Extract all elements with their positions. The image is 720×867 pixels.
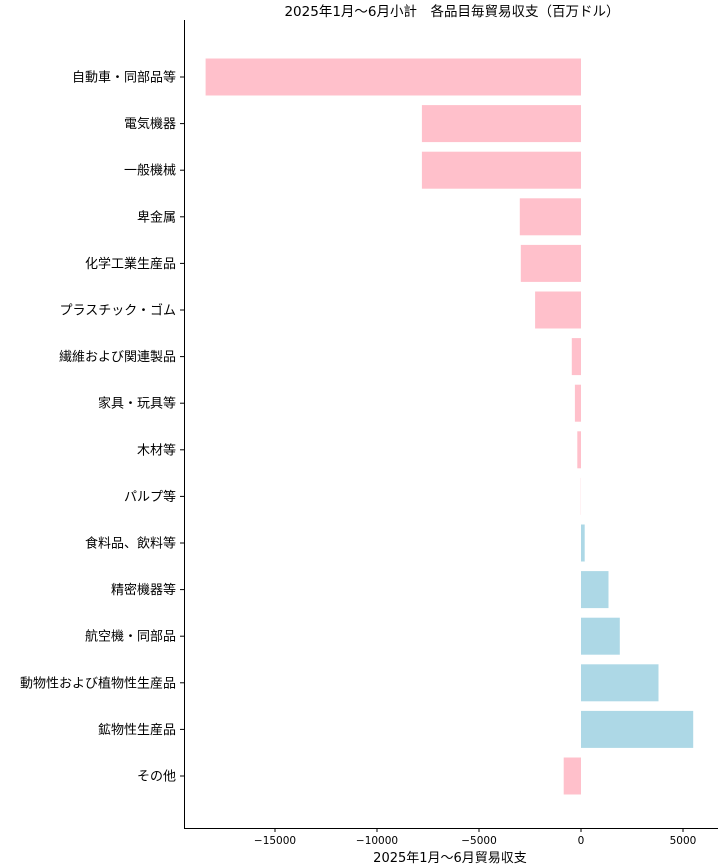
bar	[535, 291, 581, 329]
category-label: パルプ等	[124, 489, 176, 505]
category-label: 繊維および関連製品	[59, 349, 176, 365]
bar	[581, 524, 585, 562]
x-tick-label: −15000	[254, 835, 296, 847]
category-label: 航空機・同部品	[85, 629, 176, 645]
category-label: 電気機器	[124, 116, 176, 132]
chart-title: 2025年1月～6月小計 各品目毎貿易収支（百万ドル）	[284, 4, 619, 20]
category-label: 卑金属	[137, 209, 176, 225]
bar	[571, 338, 581, 376]
category-label: 一般機械	[124, 163, 176, 179]
category-label: 鉱物性生産品	[98, 722, 176, 738]
bar	[581, 664, 659, 702]
x-tick-label: −5000	[461, 835, 497, 847]
bar	[421, 151, 581, 189]
bar	[205, 58, 581, 96]
bar	[581, 617, 620, 655]
x-tick-label: 0	[578, 835, 585, 847]
bar	[581, 710, 694, 748]
bar	[563, 757, 581, 795]
x-tick-label: 5000	[670, 835, 697, 847]
bar	[577, 431, 581, 469]
category-label: 化学工業生産品	[85, 256, 176, 272]
bar	[421, 105, 581, 143]
x-axis-ticks: −15000 −10000 −5000 0 5000	[254, 828, 696, 847]
x-axis-title: 2025年1月～6月貿易収支	[373, 851, 527, 866]
bar	[574, 384, 581, 422]
category-label: その他	[137, 770, 176, 785]
bar	[519, 198, 581, 236]
category-label: 木材等	[137, 442, 176, 458]
bars-group	[205, 58, 694, 795]
category-label: 家具・玩具等	[98, 396, 176, 412]
x-tick-label: −10000	[356, 835, 398, 847]
category-labels: 自動車・同部品等電気機器一般機械卑金属化学工業生産品プラスチック・ゴム繊維および…	[20, 70, 184, 785]
category-label: 精密機器等	[111, 582, 176, 598]
category-label: 自動車・同部品等	[72, 70, 176, 86]
bar	[520, 244, 581, 282]
category-label: 食料品、飲料等	[85, 536, 176, 552]
category-label: プラスチック・ゴム	[60, 303, 176, 319]
category-label: 動物性および植物性生産品	[20, 675, 176, 691]
bar	[581, 571, 609, 609]
